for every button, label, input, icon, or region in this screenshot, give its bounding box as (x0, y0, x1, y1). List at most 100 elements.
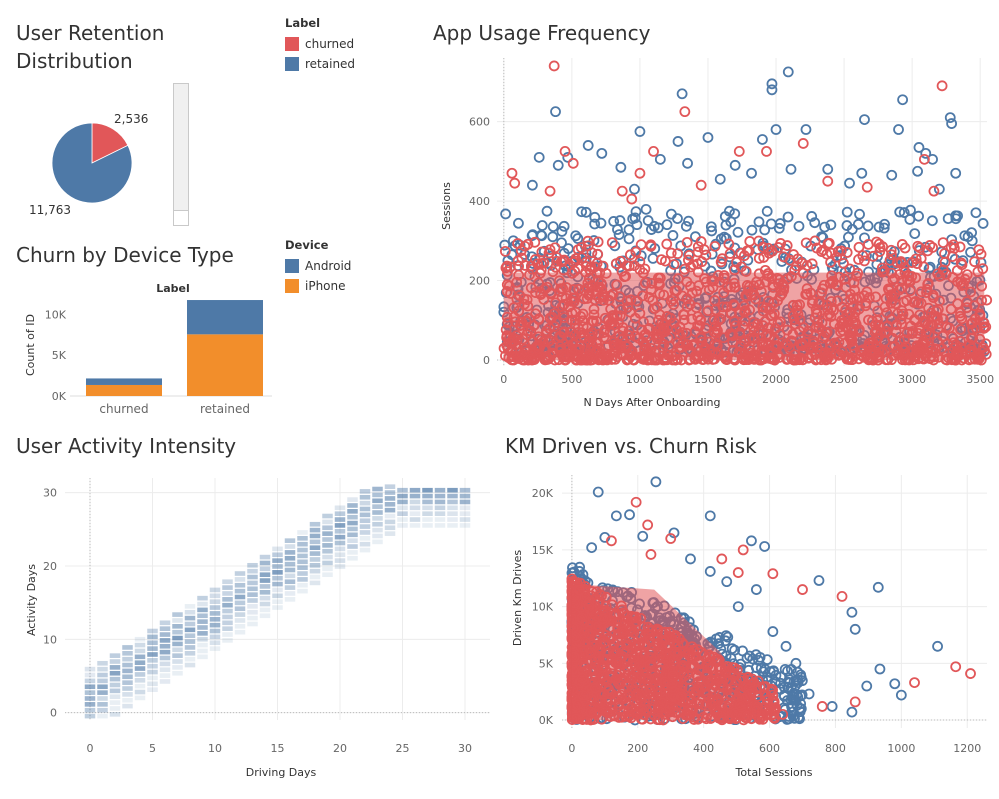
usage-cloud-churned (766, 348, 778, 360)
usage-cloud-churned (913, 342, 925, 354)
usage-cloud-churned (720, 350, 732, 362)
km-cloud-churned (566, 601, 578, 613)
km-point-churned (737, 544, 749, 556)
legend-item-churned[interactable]: churned (285, 34, 355, 54)
km-cloud-retained (748, 682, 760, 694)
km-cloud-churned (585, 706, 597, 718)
usage-cloud-churned (578, 332, 590, 343)
km-cloud-churned (587, 650, 599, 662)
usage-cloud-churned (657, 322, 669, 334)
legend-item-android[interactable]: Android (285, 256, 351, 276)
usage-cloud-churned (788, 349, 800, 360)
usage-cloud-retained (769, 326, 781, 338)
km-cloud-churned (705, 698, 717, 710)
usage-cloud-churned (572, 344, 584, 356)
km-cloud-retained (706, 710, 718, 722)
usage-cloud-churned (681, 276, 693, 288)
usage-cloud-churned (616, 265, 628, 277)
usage-cloud-retained (633, 301, 645, 313)
heat-cell (234, 577, 246, 582)
legend-item-retained[interactable]: retained (285, 54, 355, 74)
heat-cell (209, 628, 221, 634)
heat-cell (434, 505, 446, 511)
usage-cloud-churned (750, 349, 761, 361)
usage-cloud-churned (811, 308, 823, 319)
usage-cloud-retained (826, 261, 838, 273)
km-cloud-retained (786, 701, 797, 712)
km-cloud-retained (725, 652, 737, 664)
pie-scrollbar[interactable] (173, 83, 189, 226)
km-cloud-churned (569, 650, 581, 662)
usage-cloud-churned (562, 344, 574, 356)
km-cloud-churned (612, 676, 624, 688)
km-cloud-churned (712, 693, 723, 705)
km-cloud-churned (570, 660, 581, 672)
km-cloud-churned (683, 709, 695, 721)
usage-cloud-churned (910, 253, 922, 265)
pie-slice-retained (51, 122, 133, 204)
usage-cloud-retained (748, 336, 760, 348)
usage-cloud-churned (522, 354, 534, 366)
usage-cloud-churned (843, 354, 855, 365)
usage-cloud-churned (695, 314, 707, 326)
km-cloud-churned (571, 610, 583, 622)
km-cloud-churned (742, 671, 754, 683)
usage-cloud-retained (586, 345, 598, 357)
usage-cloud-retained (649, 243, 661, 254)
usage-cloud-retained (627, 213, 639, 225)
usage-cloud-churned (913, 347, 925, 359)
km-cloud-churned (740, 700, 752, 712)
usage-cloud-retained (925, 272, 936, 283)
usage-cloud-retained (700, 324, 712, 336)
km-cloud-retained (592, 636, 604, 648)
heat-cell (334, 517, 346, 522)
usage-cloud-churned (762, 328, 774, 340)
usage-cloud-churned (629, 312, 641, 324)
heat-cell (197, 601, 208, 607)
usage-point-retained (714, 173, 726, 185)
usage-cloud-churned (645, 239, 657, 251)
usage-cloud-churned (887, 332, 899, 344)
legend-swatch-churned (285, 37, 299, 51)
km-cloud-retained (566, 702, 578, 714)
pie-scrollbar-thumb[interactable] (174, 210, 188, 225)
km-point-retained (586, 542, 598, 554)
usage-cloud-churned (580, 354, 591, 366)
usage-cloud-churned (846, 354, 858, 366)
usage-cloud-churned (947, 272, 959, 283)
km-cloud-retained (747, 653, 759, 665)
usage-cloud-retained (541, 205, 553, 217)
km-cloud-churned (567, 652, 578, 664)
km-cloud-churned (634, 638, 646, 650)
usage-cloud-churned (512, 238, 524, 249)
km-cloud-churned (577, 608, 589, 620)
bar-retained-iphone (187, 334, 263, 396)
usage-cloud-churned (925, 343, 937, 355)
km-cloud-churned (577, 674, 589, 685)
heat-cell (297, 530, 308, 535)
km-cloud-retained (584, 636, 596, 648)
legend-item-iphone[interactable]: iPhone (285, 276, 351, 296)
km-cloud-churned (610, 609, 622, 620)
km-cloud-churned (647, 689, 659, 701)
usage-cloud-retained (787, 336, 799, 348)
km-cloud-retained (669, 700, 680, 712)
km-cloud-churned (646, 703, 658, 715)
usage-cloud-retained (632, 295, 644, 307)
usage-cloud-retained (814, 288, 826, 299)
km-cloud-churned (663, 626, 675, 638)
usage-cloud-churned (880, 293, 892, 304)
km-cloud-churned (730, 703, 741, 715)
km-cloud-churned (743, 688, 755, 700)
km-cloud-churned (579, 583, 591, 595)
usage-cloud-churned (825, 256, 837, 268)
usage-cloud-retained (668, 320, 680, 331)
usage-cloud-churned (501, 332, 513, 343)
usage-cloud-retained (532, 338, 544, 350)
retention-title: User Retention Distribution (16, 19, 164, 75)
km-cloud-churned (583, 600, 595, 612)
km-cloud-retained (591, 657, 603, 669)
heat-cell (109, 694, 121, 700)
km-cloud-churned (685, 705, 696, 716)
km-cloud-churned (714, 664, 726, 675)
